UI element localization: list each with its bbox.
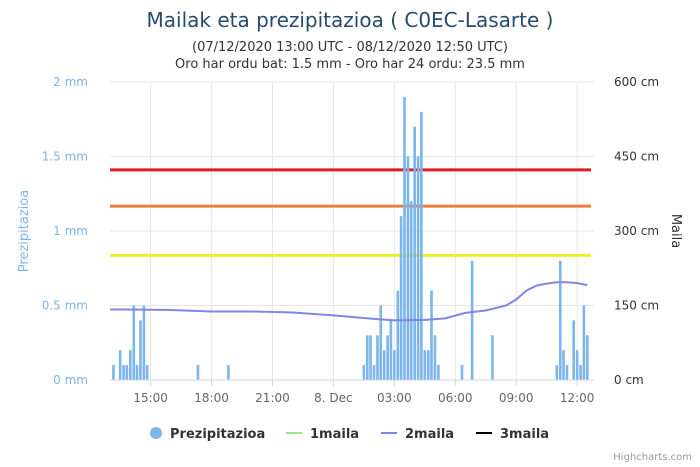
precip-bar <box>379 305 383 380</box>
precip-bar <box>196 365 200 380</box>
precip-bar <box>118 350 122 380</box>
precip-bar <box>403 96 406 381</box>
precip-bar <box>382 350 386 380</box>
chart-title: Mailak eta prezipitazioa ( C0EC-Lasarte … <box>146 8 554 32</box>
legend-item-label[interactable]: 1maila <box>310 427 359 442</box>
y-left-tick-label: 0 mm <box>53 373 88 387</box>
precip-bar <box>393 350 396 380</box>
y-right-tick-label: 450 cm <box>614 150 659 164</box>
precip-bar <box>585 335 589 380</box>
precip-bar <box>129 350 132 380</box>
precip-bar <box>558 260 562 380</box>
precip-bar <box>562 350 565 380</box>
precip-bar <box>376 335 379 380</box>
y-left-tick-label: 1 mm <box>53 224 88 238</box>
chart-subtitle-period: (07/12/2020 13:00 UTC - 08/12/2020 12:50… <box>192 40 508 55</box>
precip-bar <box>413 126 416 380</box>
precip-bar <box>122 365 125 380</box>
precip-bar <box>132 305 136 380</box>
precip-bar <box>565 365 569 380</box>
precip-bar <box>582 305 586 380</box>
precip-bar <box>491 335 494 380</box>
precip-bar <box>470 260 474 380</box>
precipitation-bars[interactable] <box>112 96 589 381</box>
legend-item-label[interactable]: Prezipitazioa <box>170 427 265 442</box>
precip-bar <box>227 365 230 380</box>
x-tick-label: 21:00 <box>255 391 290 405</box>
precip-bar <box>396 290 400 380</box>
precip-bar <box>437 365 440 380</box>
precip-bar <box>433 335 437 380</box>
precip-bar <box>145 365 149 380</box>
x-tick-label: 06:00 <box>438 391 473 405</box>
y-left-axis-title: Prezipitazioa <box>17 190 32 272</box>
precip-bar <box>579 365 582 380</box>
y-right-tick-label: 0 cm <box>614 373 644 387</box>
precip-bar <box>362 365 366 380</box>
level-line-2maila <box>110 281 588 322</box>
precip-bar <box>112 365 115 380</box>
precip-bar <box>142 305 146 380</box>
precip-bar <box>139 320 142 380</box>
x-tick-label: 8. Dec <box>314 391 352 405</box>
precip-bar <box>460 365 464 380</box>
level-lines[interactable] <box>110 281 588 322</box>
precip-bar <box>135 365 139 380</box>
y-left-tick-label: 0.5 mm <box>42 299 88 313</box>
x-tick-label: 09:00 <box>499 391 534 405</box>
precip-bar <box>555 365 559 380</box>
precip-bar <box>399 216 403 380</box>
precip-bar <box>125 365 129 380</box>
y-right-tick-label: 600 cm <box>614 75 659 89</box>
x-tick-label: 12:00 <box>560 391 595 405</box>
legend-symbol <box>150 427 162 439</box>
x-tick-label: 18:00 <box>194 391 229 405</box>
precip-bar <box>423 350 427 380</box>
precip-bar <box>386 335 389 380</box>
highcharts-credit[interactable]: Highcharts.com <box>613 452 692 463</box>
precip-bar <box>416 156 420 380</box>
x-tick-label: 03:00 <box>377 391 412 405</box>
precip-bar <box>369 335 372 380</box>
precip-bar <box>575 350 579 380</box>
threshold-lines <box>110 168 591 257</box>
grid-lines <box>110 81 594 381</box>
chart-subtitle-totals: Oro har ordu bat: 1.5 mm - Oro har 24 or… <box>175 57 525 72</box>
precip-bar <box>372 365 376 380</box>
y-right-tick-label: 150 cm <box>614 299 659 313</box>
x-tick-label: 15:00 <box>133 391 168 405</box>
legend-item-label[interactable]: 3maila <box>500 427 549 442</box>
precip-bar <box>389 320 393 380</box>
y-left-tick-label: 1.5 mm <box>42 150 88 164</box>
precip-bar <box>572 320 575 380</box>
precip-bar <box>430 290 433 380</box>
precip-bar <box>420 111 423 381</box>
axes: 0 mm 0 cm 0.5 mm 150 cm 1 mm 300 cm 1.5 mm 450 … <box>17 75 683 405</box>
legend[interactable]: Prezipitazioa 1maila 2maila 3maila <box>150 427 549 442</box>
y-right-tick-label: 300 cm <box>614 224 659 238</box>
y-right-axis-title: Maila <box>668 214 683 248</box>
precip-bar <box>426 350 430 380</box>
precip-bar <box>366 335 369 380</box>
legend-item-label[interactable]: 2maila <box>405 427 454 442</box>
precip-bar <box>406 156 410 380</box>
precip-bar <box>409 201 413 380</box>
y-left-tick-label: 2 mm <box>53 75 88 89</box>
